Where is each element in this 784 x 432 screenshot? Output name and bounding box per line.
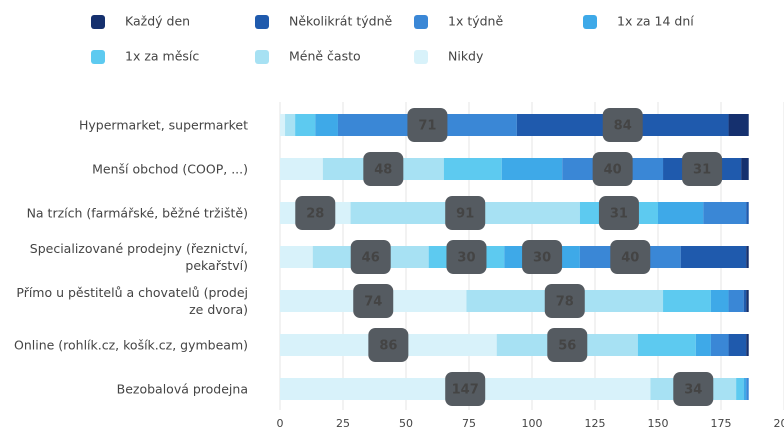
- value-label: 30: [457, 251, 475, 266]
- bar-segment: [637, 334, 696, 356]
- bar-segment: [741, 158, 749, 180]
- legend-marker: [255, 50, 269, 64]
- legend-marker: [414, 15, 428, 29]
- bar-segment: [743, 290, 747, 312]
- x-tick-label: 125: [585, 417, 606, 430]
- legend-label: 1x za měsíc: [125, 49, 199, 64]
- value-label-box: [368, 328, 409, 362]
- x-tick-label: 150: [648, 417, 669, 430]
- bar-segment: [746, 334, 749, 356]
- x-tick-label: 100: [522, 417, 543, 430]
- y-tick-label: Hypermarket, supermarket: [79, 117, 248, 133]
- legend-marker: [414, 50, 428, 64]
- value-label: 71: [418, 119, 436, 134]
- value-label-box: [445, 196, 486, 230]
- value-label: 78: [556, 295, 574, 310]
- y-tick-label: Přímo u pěstitelů a chovatelů (prodej ze…: [16, 285, 248, 317]
- x-tick-label: 0: [277, 417, 284, 430]
- value-label: 86: [379, 339, 397, 354]
- bar-segment: [746, 378, 749, 400]
- value-label: 74: [364, 295, 382, 310]
- bar-segment: [295, 114, 316, 136]
- value-label-box: [610, 240, 651, 274]
- legend-marker: [255, 15, 269, 29]
- value-label: 46: [362, 251, 380, 266]
- bar-segment: [743, 378, 747, 400]
- value-label: 147: [452, 383, 479, 398]
- y-tick-label: Online (rohlík.cz, košík.cz, gymbeam): [13, 337, 248, 353]
- bar-segment: [736, 378, 744, 400]
- legend-label: Každý den: [125, 14, 190, 29]
- value-label-box: [602, 108, 643, 142]
- value-label: 48: [374, 163, 392, 178]
- value-label: 30: [533, 251, 551, 266]
- legend-marker: [91, 50, 105, 64]
- bar-segment: [703, 202, 747, 224]
- bar-segment: [280, 158, 323, 180]
- value-label: 31: [610, 207, 628, 222]
- value-label-box: [673, 372, 714, 406]
- bar-segment: [746, 202, 749, 224]
- value-label-box: [353, 284, 394, 318]
- value-label: 56: [558, 339, 576, 354]
- legend-label: Méně často: [289, 49, 361, 64]
- bar-segment: [710, 290, 729, 312]
- x-tick-label: 175: [711, 417, 732, 430]
- value-label-box: [547, 328, 588, 362]
- value-label: 28: [306, 207, 324, 222]
- legend-label: Několikrát týdně: [289, 14, 392, 29]
- x-tick-label: 75: [462, 417, 476, 430]
- bar-segment: [728, 114, 749, 136]
- value-label: 40: [604, 163, 622, 178]
- value-label-box: [522, 240, 563, 274]
- x-tick-label: 200: [774, 417, 784, 430]
- value-label-box: [592, 152, 633, 186]
- value-label-box: [350, 240, 391, 274]
- value-label: 40: [621, 251, 639, 266]
- x-tick-label: 25: [336, 417, 350, 430]
- value-label: 84: [614, 119, 632, 134]
- legend-label: Nikdy: [448, 49, 484, 64]
- legend-marker: [583, 15, 597, 29]
- y-tick-label: Menší obchod (COOP, ...): [92, 161, 248, 177]
- legend-label: 1x týdně: [448, 14, 503, 29]
- value-label-box: [544, 284, 585, 318]
- value-label-box: [598, 196, 639, 230]
- bar-segment: [658, 202, 704, 224]
- value-label-box: [446, 240, 487, 274]
- value-label: 91: [456, 207, 474, 222]
- y-tick-label: Specializované prodejny (řeznictví, peka…: [29, 241, 248, 273]
- bar-segment: [663, 290, 711, 312]
- value-label-box: [445, 372, 486, 406]
- legend-label: 1x za 14 dní: [617, 14, 694, 29]
- bar-segment: [710, 334, 729, 356]
- bar-segment: [695, 334, 711, 356]
- bar-segment: [728, 290, 744, 312]
- bar-segment: [315, 114, 338, 136]
- y-tick-label: Bezobalová prodejna: [116, 381, 248, 397]
- bar-segment: [501, 158, 563, 180]
- bar-segment: [443, 158, 502, 180]
- value-label-box: [363, 152, 404, 186]
- bar-segment: [280, 114, 286, 136]
- bar-segment: [280, 246, 313, 268]
- value-label-box: [407, 108, 448, 142]
- bar-segment: [746, 290, 749, 312]
- bar-segment: [285, 114, 296, 136]
- bar-segment: [680, 246, 747, 268]
- x-tick-label: 50: [399, 417, 413, 430]
- value-label-box: [682, 152, 723, 186]
- value-label: 31: [693, 163, 711, 178]
- legend-marker: [91, 15, 105, 29]
- bar-segment: [728, 334, 747, 356]
- y-tick-label: Na trzích (farmářské, běžné tržiště): [26, 205, 248, 221]
- value-label-box: [295, 196, 336, 230]
- bar-segment: [746, 246, 749, 268]
- value-label: 34: [684, 383, 702, 398]
